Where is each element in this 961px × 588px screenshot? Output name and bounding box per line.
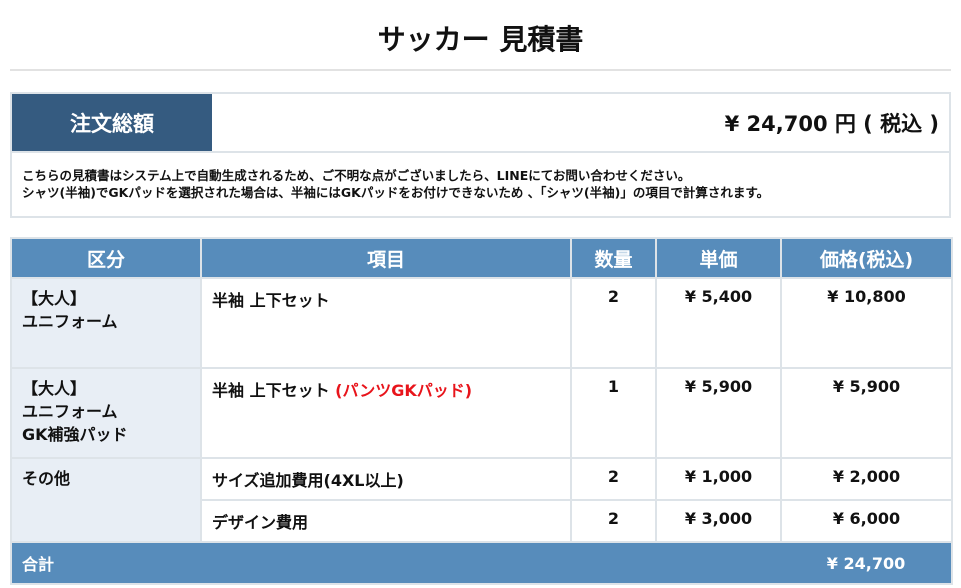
price-cell: ¥ 6,000 <box>780 499 953 543</box>
category-cell: 【大人】ユニフォーム GK補強パッド <box>10 367 202 459</box>
item-cell: デザイン費用 <box>200 499 572 543</box>
unit-price-cell: ¥ 1,000 <box>655 457 782 501</box>
item-cell: サイズ追加費用(4XL以上) <box>200 457 572 501</box>
table-header-row: 区分 項目 数量 単価 価格(税込) <box>10 237 953 279</box>
qty-cell: 2 <box>570 499 657 543</box>
price-cell: ¥ 5,900 <box>780 367 953 459</box>
table-row: 【大人】 ユニフォーム GK補強パッド 半袖 上下セット (パンツGKパッド) 1 … <box>10 367 953 459</box>
estimate-table: 区分 項目 数量 単価 価格(税込) 【大人】 ユニフォーム 半袖 上下セット 2… <box>10 237 953 585</box>
qty-cell: 2 <box>570 457 657 501</box>
notes: こちらの見積書はシステム上で自動生成されるため、ご不明な点がございましたら、LI… <box>12 153 949 215</box>
header-qty: 数量 <box>570 237 657 279</box>
price-cell: ¥ 2,000 <box>780 457 953 501</box>
total-row: 合計 ¥ 24,700 <box>10 541 953 585</box>
order-total-value: ¥ 24,700 円 ( 税込 ) <box>724 111 939 136</box>
category-line: ユニフォーム <box>22 312 118 331</box>
table-row: デザイン費用 2 ¥ 3,000 ¥ 6,000 <box>11 499 953 543</box>
category-line: 【大人】 <box>22 379 87 398</box>
item-cell: 半袖 上下セット <box>200 277 572 369</box>
price-cell: ¥ 10,800 <box>780 277 953 369</box>
qty-cell: 1 <box>570 367 657 459</box>
header-unit-price: 単価 <box>655 237 782 279</box>
category-cell: その他 <box>10 457 202 543</box>
order-total-label: 注文総額 <box>12 94 212 151</box>
note-line: こちらの見積書はシステム上で自動生成されるため、ご不明な点がございましたら、LI… <box>22 168 691 183</box>
page-title: サッカー 見積書 <box>377 23 584 56</box>
total-label: 合計 <box>10 541 781 585</box>
item-cell: 半袖 上下セット (パンツGKパッド) <box>200 367 572 459</box>
category-line: 【大人】 <box>22 289 87 308</box>
unit-price-cell: ¥ 5,400 <box>655 277 782 369</box>
table-row: その他 サイズ追加費用(4XL以上) 2 ¥ 1,000 ¥ 2,000 <box>10 457 953 543</box>
category-line: GK補強パッド <box>22 425 128 444</box>
unit-price-cell: ¥ 3,000 <box>655 499 782 543</box>
category-cell: 【大人】ユニフォーム <box>10 277 202 369</box>
category-line: ユニフォーム <box>22 402 118 421</box>
divider <box>10 69 951 71</box>
header-category: 区分 <box>10 237 202 279</box>
header-item: 項目 <box>200 237 572 279</box>
total-value: ¥ 24,700 <box>781 541 953 585</box>
item-note: (パンツGKパッド) <box>335 381 473 400</box>
order-total-summary: 注文総額 ¥ 24,700 円 ( 税込 ) こちらの見積書はシステム上で自動生… <box>10 92 951 218</box>
table-row: 【大人】ユニフォーム 半袖 上下セット 2 ¥ 5,400 ¥ 10,800 <box>10 277 953 369</box>
note-line: シャツ(半袖)でGKパッドを選択された場合は、半袖にはGKパッドをお付けできない… <box>22 185 770 200</box>
unit-price-cell: ¥ 5,900 <box>655 367 782 459</box>
header-price: 価格(税込) <box>780 237 953 279</box>
qty-cell: 2 <box>570 277 657 369</box>
item-text: 半袖 上下セット <box>212 381 330 400</box>
